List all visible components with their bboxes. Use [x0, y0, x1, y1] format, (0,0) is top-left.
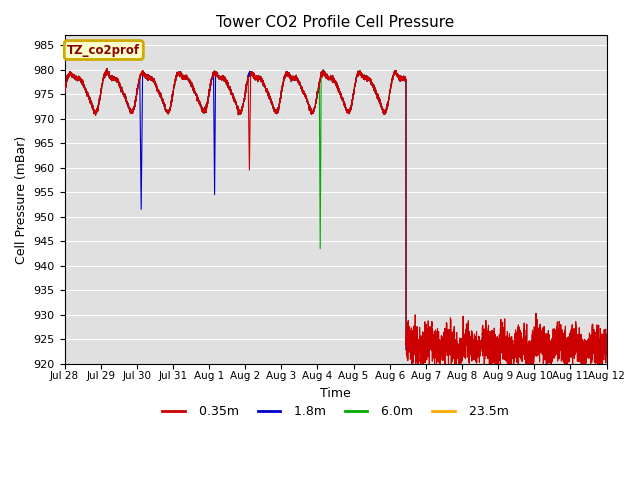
Legend:  0.35m,  1.8m,  6.0m,  23.5m: 0.35m, 1.8m, 6.0m, 23.5m [157, 400, 514, 423]
Title: Tower CO2 Profile Cell Pressure: Tower CO2 Profile Cell Pressure [216, 15, 454, 30]
X-axis label: Time: Time [320, 387, 351, 400]
Text: TZ_co2prof: TZ_co2prof [67, 44, 140, 57]
Y-axis label: Cell Pressure (mBar): Cell Pressure (mBar) [15, 135, 28, 264]
